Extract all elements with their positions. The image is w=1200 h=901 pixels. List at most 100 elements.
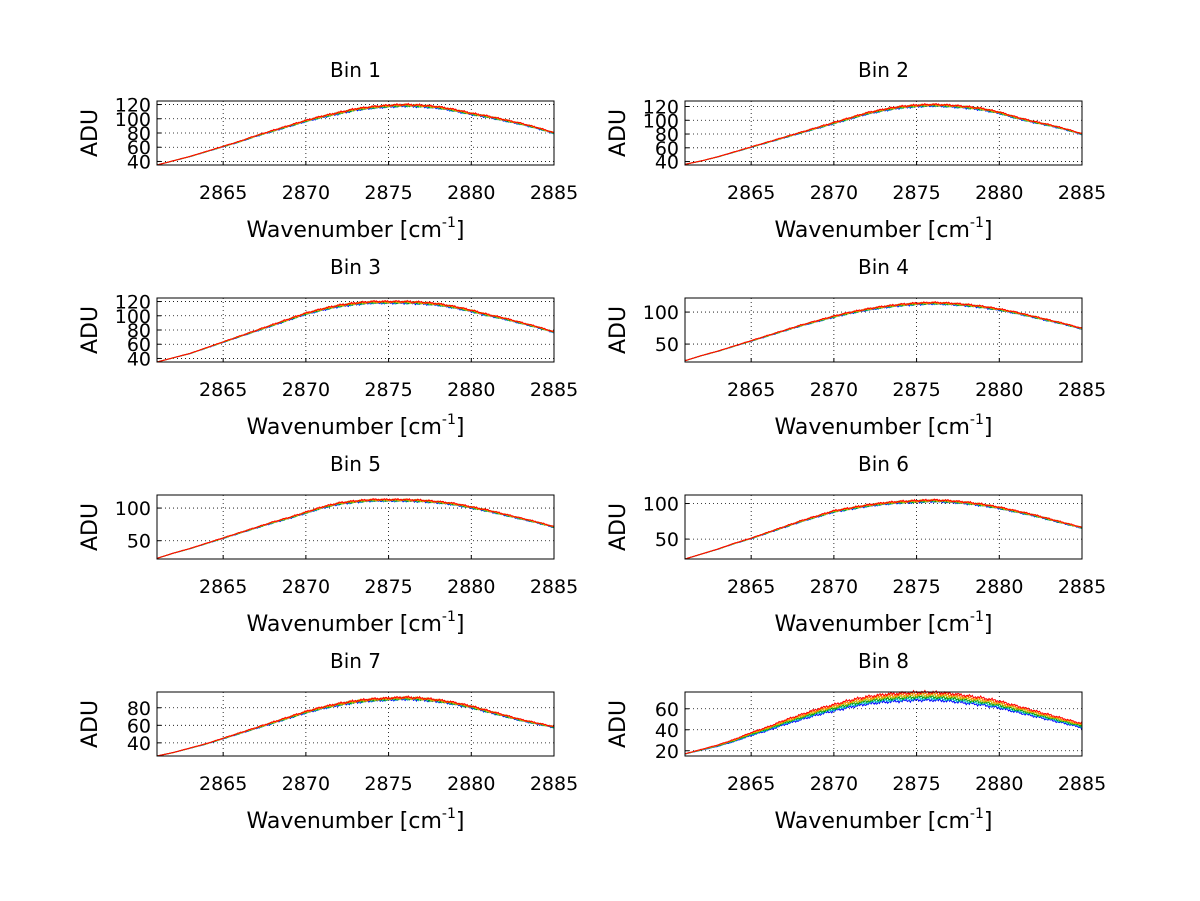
x-tick-label: 2865 (199, 773, 247, 795)
x-axis-label-text: Wavenumber [cm (247, 415, 442, 440)
x-axis-label-close: ] (984, 218, 993, 243)
y-tick-label: 20 (655, 741, 679, 763)
subplot-bin-6: 2865 2870 2875 2880 2885 50 100 Bin 6 ADU Wavenum… (606, 452, 1106, 637)
x-axis-label-superscript: -1 (970, 609, 984, 625)
x-tick-label: 2885 (1058, 182, 1106, 204)
x-axis-label-superscript: -1 (442, 215, 456, 231)
x-tick-label: 2865 (727, 182, 775, 204)
x-axis-label-superscript: -1 (970, 215, 984, 231)
y-axis-label: ADU (606, 109, 631, 157)
x-axis-label: Wavenumber [cm-1] (247, 806, 465, 834)
x-tick-label: 2885 (530, 576, 578, 598)
x-tick-label: 2870 (810, 379, 858, 401)
x-tick-label: 2865 (199, 379, 247, 401)
x-tick-label: 2875 (892, 576, 940, 598)
y-axis-label: ADU (606, 700, 631, 748)
x-axis-label-text: Wavenumber [cm (775, 415, 970, 440)
y-tick-label: 60 (655, 699, 679, 721)
x-tick-label: 2880 (975, 182, 1023, 204)
x-tick-label: 2885 (530, 379, 578, 401)
series-line (156, 695, 555, 757)
x-axis-label: Wavenumber [cm-1] (247, 609, 465, 637)
y-axis-label: ADU (78, 700, 103, 748)
subplot-title: Bin 2 (858, 58, 909, 82)
x-tick-label: 2870 (282, 576, 330, 598)
plot-area (157, 495, 554, 559)
x-axis-label-close: ] (456, 612, 465, 637)
axes-box (684, 494, 1083, 560)
x-axis-label: Wavenumber [cm-1] (775, 412, 993, 440)
y-tick-label: 60 (127, 137, 151, 159)
series-line (684, 102, 1083, 165)
x-tick-label: 2875 (364, 576, 412, 598)
y-axis-label: ADU (606, 503, 631, 551)
x-tick-label: 2870 (282, 182, 330, 204)
axes-box (684, 100, 1083, 166)
x-tick-label: 2865 (727, 773, 775, 795)
x-axis-label-superscript: -1 (442, 806, 456, 822)
y-tick-label: 50 (655, 529, 679, 551)
subplot-title: Bin 4 (858, 255, 909, 279)
x-axis-label: Wavenumber [cm-1] (247, 412, 465, 440)
subplot-title: Bin 8 (858, 649, 909, 673)
x-tick-label: 2885 (530, 773, 578, 795)
series-line (156, 102, 555, 166)
series-line (684, 689, 1083, 755)
subplot-title: Bin 5 (330, 452, 381, 476)
x-axis-label-close: ] (456, 218, 465, 243)
x-axis-label-text: Wavenumber [cm (775, 218, 970, 243)
y-tick-label: 100 (115, 109, 151, 131)
x-tick-label: 2875 (364, 182, 412, 204)
x-axis-label-superscript: -1 (442, 412, 456, 428)
series-lines (156, 102, 555, 166)
y-tick-label: 100 (643, 494, 679, 516)
subplot-title: Bin 6 (858, 452, 909, 476)
x-tick-label: 2870 (282, 773, 330, 795)
x-axis-label-text: Wavenumber [cm (247, 218, 442, 243)
x-axis-label-superscript: -1 (970, 412, 984, 428)
x-tick-label: 2865 (727, 379, 775, 401)
y-tick-label: 50 (127, 531, 151, 553)
series-line (156, 299, 555, 363)
x-axis-label: Wavenumber [cm-1] (775, 215, 993, 243)
y-tick-label: 40 (655, 720, 679, 742)
y-axis-label: ADU (78, 109, 103, 157)
series-line (156, 497, 554, 559)
y-tick-label: 60 (655, 138, 679, 160)
y-tick-label: 60 (127, 334, 151, 356)
x-axis-label-superscript: -1 (442, 609, 456, 625)
series-lines (684, 102, 1083, 165)
x-axis-label: Wavenumber [cm-1] (775, 806, 993, 834)
y-tick-label: 40 (127, 348, 151, 370)
y-tick-label: 120 (643, 97, 679, 119)
x-tick-label: 2875 (892, 182, 940, 204)
series-lines (156, 497, 555, 559)
x-axis-label-superscript: -1 (970, 806, 984, 822)
y-tick-label: 40 (127, 733, 151, 755)
y-tick-label: 100 (115, 498, 151, 520)
y-tick-label: 80 (655, 124, 679, 146)
x-axis-label-text: Wavenumber [cm (247, 612, 442, 637)
axes-box (156, 691, 555, 757)
x-tick-label: 2880 (447, 773, 495, 795)
x-tick-label: 2875 (364, 773, 412, 795)
x-tick-label: 2875 (892, 773, 940, 795)
y-tick-label: 40 (127, 151, 151, 173)
y-tick-label: 80 (127, 698, 151, 720)
x-tick-label: 2875 (364, 379, 412, 401)
subplot-title: Bin 3 (330, 255, 381, 279)
y-axis-label: ADU (78, 306, 103, 354)
x-axis-label-close: ] (984, 612, 993, 637)
subplot-bin-5: 2865 2870 2875 2880 2885 50 100 Bin 5 ADU Wavenum… (78, 452, 578, 637)
x-tick-label: 2880 (975, 773, 1023, 795)
x-tick-label: 2880 (975, 379, 1023, 401)
x-tick-label: 2875 (892, 379, 940, 401)
x-axis-label-close: ] (984, 415, 993, 440)
